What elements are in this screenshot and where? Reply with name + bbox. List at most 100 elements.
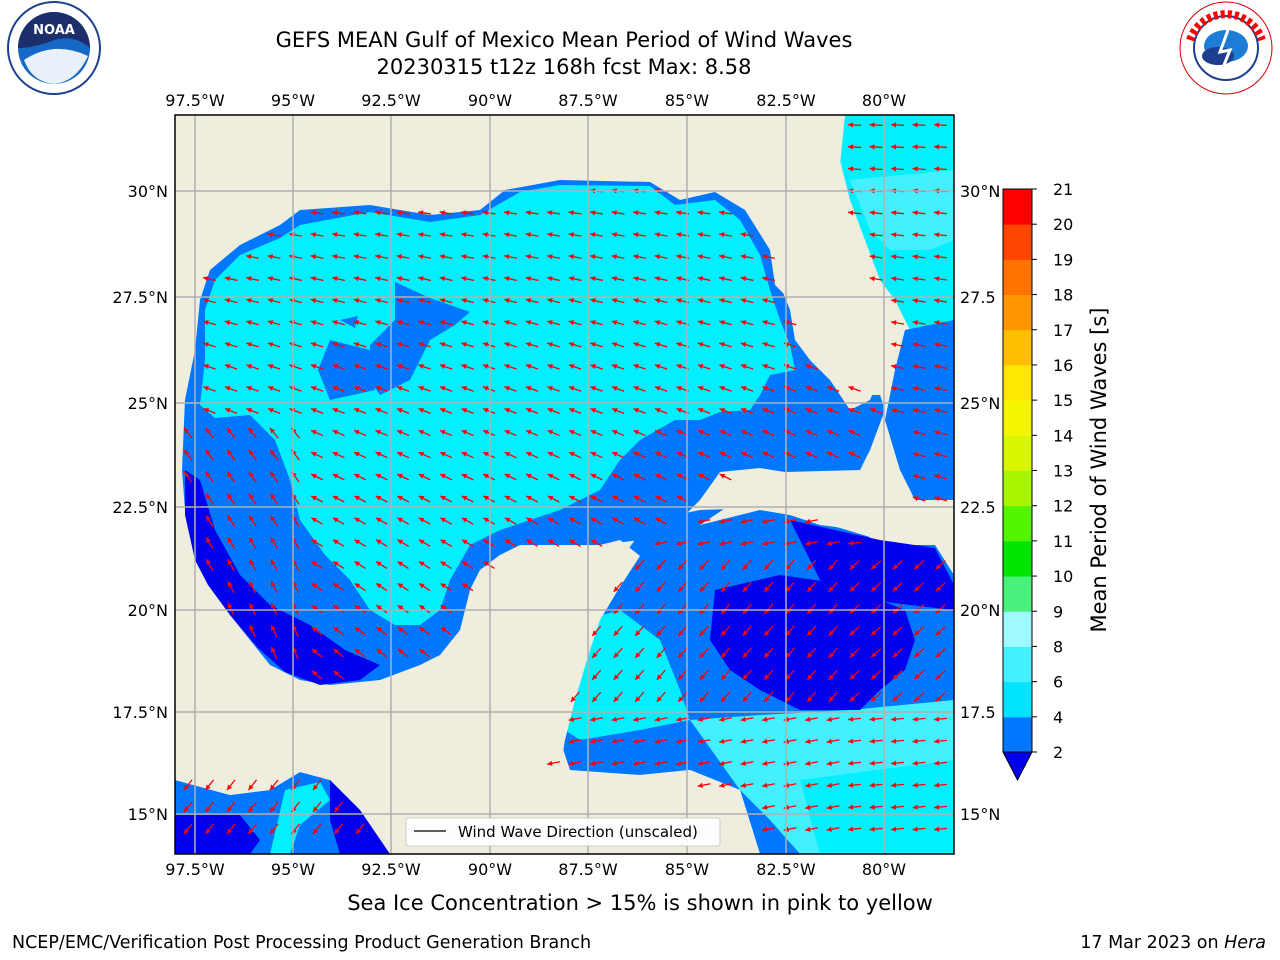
arrow-head [439, 386, 446, 391]
host-name: Hera [1224, 933, 1266, 953]
arrow-head [848, 738, 854, 744]
colorbar-segment [1003, 435, 1032, 471]
arrow-head [869, 782, 875, 788]
arrow-head [912, 738, 918, 744]
colorbar-segment [1003, 505, 1032, 542]
arrow-head [310, 364, 317, 369]
arrow-head [184, 449, 190, 456]
noaa-logo-icon: NOAA [7, 1, 101, 95]
arrow-head [504, 539, 511, 545]
arrow-head [440, 539, 447, 545]
lat-tick-right: 20°N [960, 601, 1000, 620]
arrow-head [740, 716, 747, 722]
arrow-head [354, 495, 360, 501]
arrow-head [719, 760, 725, 766]
arrow-head [248, 784, 254, 791]
arrow-head [676, 342, 682, 348]
map-axis-ticks: 97.5°W 97.5°W 95°W 95°W 92.5°W 92.5°W 90°W 90°W… [112, 91, 1000, 879]
lon-tick-top: 82.5°W [756, 91, 816, 110]
arrow-head [270, 493, 276, 500]
arrow-head [676, 716, 682, 722]
arrow-head [269, 427, 276, 434]
arrow-head [375, 254, 381, 260]
arrow-head [697, 320, 704, 326]
arrow-head [246, 298, 252, 304]
arrow-head [762, 518, 768, 524]
arrow-head [935, 630, 942, 636]
arrow-head [440, 474, 446, 479]
arrow-head [762, 430, 769, 435]
arrow-head [439, 408, 446, 413]
arrow-head [354, 539, 361, 545]
colorbar-tick: 9 [1053, 602, 1063, 621]
arrow-head [249, 625, 255, 631]
arrow-head [805, 738, 811, 744]
arrow-head [871, 586, 877, 592]
arrow-head [353, 320, 360, 326]
arrow-head [590, 254, 596, 260]
arrow-head [354, 627, 361, 633]
arrow-head [525, 342, 532, 348]
arrow-head [740, 254, 747, 260]
arrow-head [892, 608, 899, 614]
arrow-head [226, 828, 233, 835]
arrow-head [912, 122, 918, 128]
arrow-head [590, 342, 596, 348]
arrow-head [205, 471, 211, 478]
arrow-head [740, 760, 747, 766]
arrow-head [914, 696, 920, 702]
arrow-head [418, 298, 424, 304]
arrow-head [740, 232, 746, 238]
arrow-head [482, 342, 489, 348]
arrow-head [267, 254, 274, 260]
arrow-head [892, 674, 899, 680]
arrow-head [312, 828, 319, 835]
arrow-head [612, 517, 618, 523]
arrow-head [697, 782, 704, 788]
arrow-head [848, 782, 854, 788]
arrow-head [740, 738, 747, 744]
arrow-head [375, 539, 382, 545]
arrow-head [397, 539, 404, 545]
lat-tick-right: 27.5 [960, 288, 996, 307]
arrow-head [612, 452, 618, 457]
arrow-head [270, 449, 276, 456]
arrow-head [676, 738, 682, 744]
lon-tick-bottom: 92.5°W [361, 860, 421, 879]
arrow-head [396, 276, 403, 282]
arrow-head [418, 232, 424, 238]
colorbar-label: Mean Period of Wind Waves [s] [1087, 308, 1111, 633]
arrow-head [785, 564, 791, 570]
arrow-head [828, 652, 834, 658]
arrow-head [719, 298, 725, 304]
arrow-head [869, 716, 875, 722]
arrow-head [568, 364, 575, 369]
colorbar: 2 4 6 8 9 10 11 12 13 14 15 16 17 18 19 20 21 [1002, 180, 1073, 782]
arrow-head [742, 586, 748, 592]
arrow-head [249, 603, 255, 609]
map-plot-area [175, 115, 954, 854]
arrow-head [375, 408, 382, 413]
arrow-head [440, 495, 446, 501]
arrow-head [828, 586, 834, 592]
arrow-head [633, 452, 640, 457]
arrow-head [698, 474, 704, 479]
arrow-head [912, 826, 918, 832]
arrow-head [592, 696, 598, 702]
arrow-head [397, 430, 403, 435]
arrow-head [375, 561, 382, 567]
arrow-head [482, 276, 489, 282]
arrow-head [935, 696, 942, 702]
arrow-head [461, 539, 468, 545]
arrow-head [267, 276, 274, 282]
arrow-head [740, 540, 747, 546]
arrow-head [311, 452, 317, 457]
arrow-head [227, 471, 233, 478]
arrow-head [934, 826, 940, 832]
arrow-head [742, 564, 748, 570]
arrow-head [354, 474, 360, 479]
lat-tick-right: 25°N [960, 394, 1000, 413]
arrow-head [764, 564, 770, 570]
arrow-head [418, 430, 425, 435]
arrow-head [891, 144, 897, 150]
